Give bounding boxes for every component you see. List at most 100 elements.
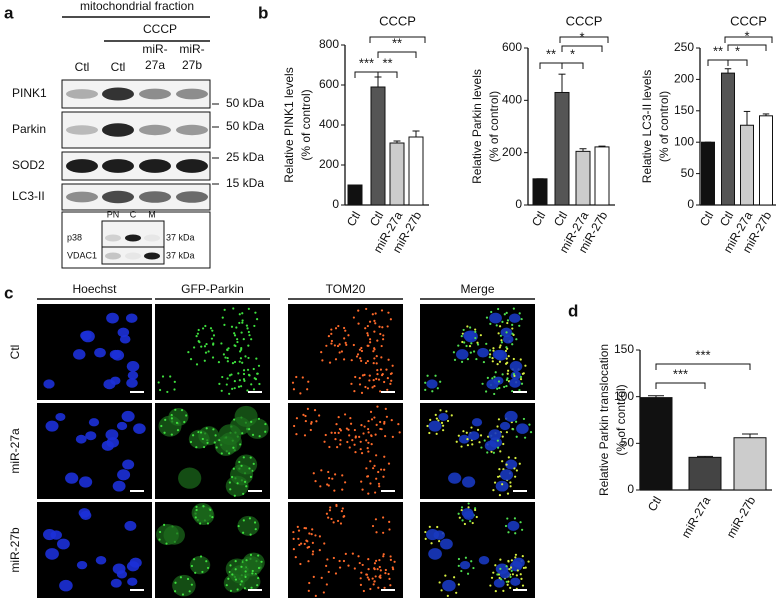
row-header: Ctl (8, 345, 22, 360)
speckle (299, 392, 302, 395)
bar (733, 437, 767, 491)
speckle (475, 515, 478, 519)
speckle (248, 467, 251, 470)
speckle (194, 571, 197, 574)
speckle (529, 430, 533, 434)
speckle (523, 436, 527, 439)
speckle (206, 441, 209, 445)
speckle (386, 325, 389, 328)
speckle (470, 560, 473, 563)
speckle (444, 574, 447, 577)
speckle (467, 506, 470, 509)
speckle (424, 537, 427, 540)
x-tick-label: Ctl (697, 209, 716, 229)
speckle (506, 492, 510, 495)
speckle (506, 517, 509, 520)
speckle (199, 522, 202, 525)
speckle (441, 424, 445, 427)
speckle (174, 581, 177, 584)
speckle (368, 374, 371, 377)
nucleus (45, 548, 59, 560)
speckle (386, 388, 389, 391)
nucleus (76, 560, 88, 570)
speckle (514, 553, 518, 556)
speckle (195, 508, 198, 512)
speckle (257, 576, 260, 580)
speckle (202, 505, 205, 508)
speckle (375, 377, 378, 380)
speckle (247, 356, 250, 360)
speckle (212, 343, 215, 346)
speckle (354, 436, 357, 439)
speckle (195, 335, 198, 338)
speckle (482, 360, 486, 364)
row-header: miR-27b (8, 527, 22, 573)
bar (389, 142, 405, 206)
speckle (497, 307, 500, 311)
lane-label: 27a (145, 58, 165, 72)
speckle (469, 326, 472, 329)
speckle (307, 589, 310, 592)
speckle (369, 338, 372, 341)
speckle (160, 424, 163, 428)
error-bar (598, 145, 606, 147)
speckle (335, 422, 338, 426)
blot-band (105, 252, 121, 260)
speckle (505, 384, 508, 388)
speckle (367, 568, 370, 571)
speckle (306, 407, 309, 410)
speckle (373, 464, 376, 467)
speckle (506, 319, 510, 322)
blot-treatment: CCCP (143, 22, 177, 36)
speckle (325, 583, 328, 586)
speckle (390, 379, 393, 382)
speckle (514, 475, 517, 478)
speckle (499, 450, 502, 453)
speckle (386, 377, 389, 380)
speckle (321, 359, 324, 362)
speckle (474, 508, 477, 512)
speckle (366, 344, 369, 347)
speckle (344, 341, 347, 345)
speckle (238, 460, 241, 464)
speckle (358, 348, 362, 351)
speckle (373, 416, 376, 419)
marker-label: 25 kDa (226, 150, 264, 164)
speckle (328, 361, 332, 364)
y-tick-label: 200 (502, 145, 522, 159)
speckle (228, 374, 232, 377)
nucleus (112, 480, 126, 492)
speckle (376, 368, 379, 372)
speckle (372, 583, 375, 586)
blot-band (66, 125, 98, 135)
speckle (496, 363, 499, 366)
speckle (238, 360, 241, 363)
x-tick-label: Ctl (645, 494, 664, 514)
speckle (199, 555, 203, 558)
annotation: * (579, 29, 584, 44)
bar (575, 150, 591, 206)
speckle (248, 334, 251, 337)
speckle (387, 462, 391, 465)
nucleus (79, 476, 93, 488)
speckle (511, 389, 514, 393)
speckle (476, 428, 480, 431)
speckle (334, 358, 338, 361)
speckle (236, 340, 239, 344)
nucleus (478, 555, 490, 565)
nucleus (463, 510, 475, 520)
speckle (232, 446, 235, 449)
speckle (338, 427, 342, 431)
speckle (345, 427, 349, 430)
speckle (440, 421, 444, 425)
column-header: Merge (460, 282, 494, 296)
speckle (209, 508, 212, 511)
speckle (457, 557, 461, 561)
nucleus (59, 579, 73, 592)
speckle (352, 316, 355, 319)
speckle (342, 559, 346, 563)
inset-row: VDAC1 (67, 250, 97, 260)
speckle (389, 584, 392, 587)
speckle (460, 508, 463, 512)
speckle (497, 573, 501, 576)
